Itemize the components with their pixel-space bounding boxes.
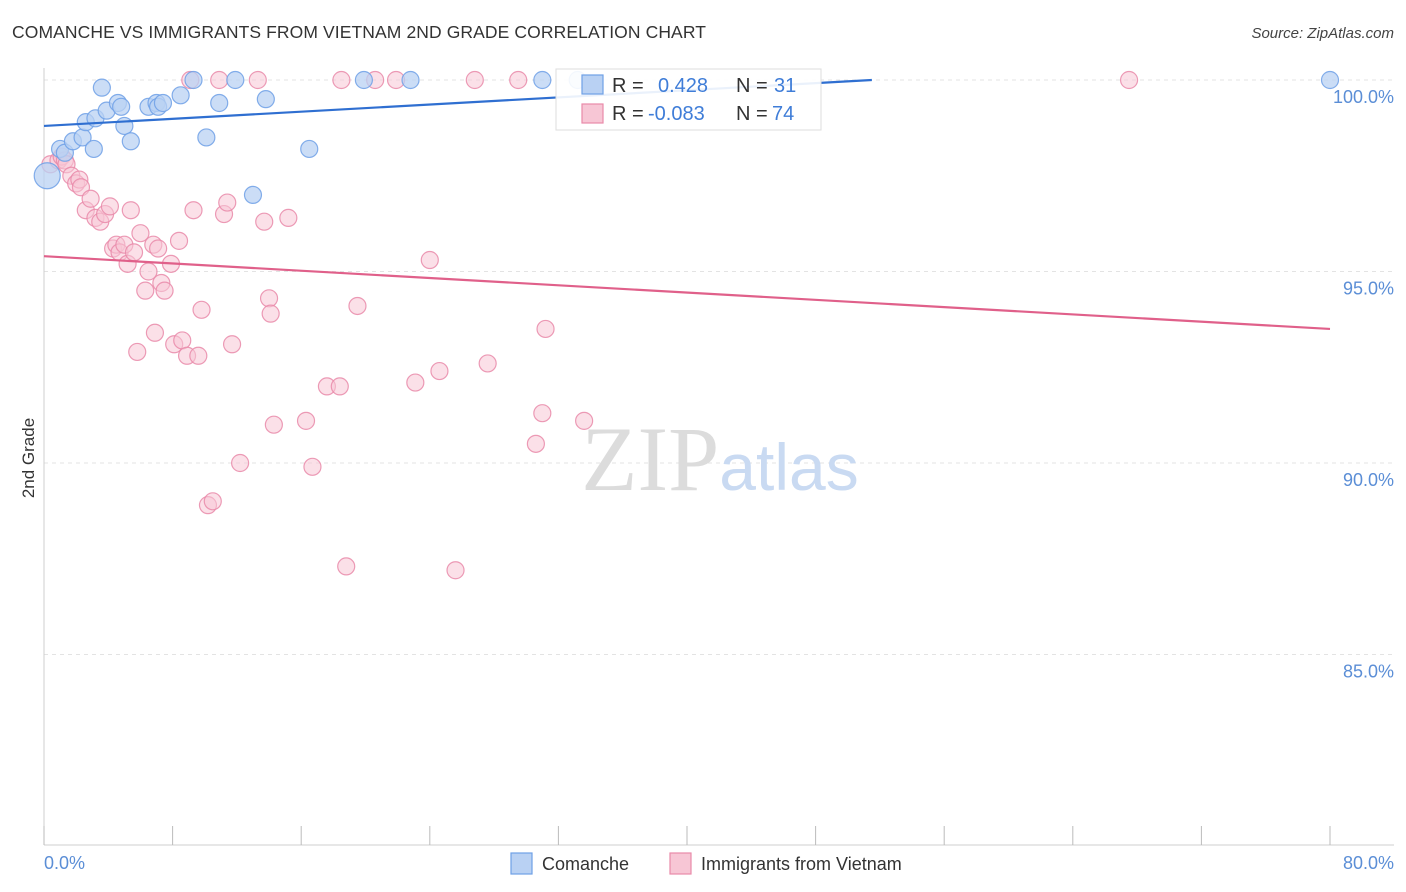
legend-swatch-comanche — [581, 74, 604, 95]
comanche-point — [1320, 70, 1340, 90]
vietnam-point — [124, 243, 144, 262]
vietnam-point — [149, 239, 168, 258]
vietnam-point — [184, 201, 203, 220]
comanche-point — [210, 93, 229, 113]
bottom-legend-vietnam: Immigrants from Vietnam — [701, 854, 902, 874]
vietnam-point — [136, 281, 155, 300]
vietnam-point — [533, 404, 552, 423]
chart-title: COMANCHE VS IMMIGRANTS FROM VIETNAM 2ND … — [12, 22, 707, 42]
comanche-point — [354, 70, 373, 90]
series-comanche-points — [33, 70, 1340, 204]
legend-r-value-vietnam: -0.083 — [648, 103, 705, 125]
legend-n-value-vietnam: 74 — [772, 103, 794, 125]
comanche-point — [33, 162, 61, 190]
bottom-legend: Comanche Immigrants from Vietnam — [510, 852, 902, 875]
vietnam-point — [406, 373, 425, 392]
bottom-legend-swatch-comanche — [510, 852, 533, 875]
comanche-point — [197, 128, 216, 147]
comanche-point — [171, 86, 190, 105]
vietnam-point — [279, 208, 298, 227]
bottom-legend-swatch-vietnam — [669, 852, 692, 875]
vietnam-point — [420, 250, 439, 270]
vietnam-point — [81, 189, 100, 208]
vietnam-point — [337, 557, 356, 576]
vietnam-point — [248, 70, 267, 90]
comanche-point — [243, 185, 263, 204]
comanche-point — [121, 132, 140, 151]
comanche-point — [256, 90, 275, 109]
vietnam-point — [155, 281, 174, 300]
vietnam-point — [446, 561, 465, 580]
vietnam-point — [526, 434, 545, 453]
comanche-point — [401, 70, 420, 90]
vietnam-point — [330, 377, 349, 396]
vietnam-point — [131, 224, 150, 243]
vietnam-point — [575, 411, 594, 430]
vietnam-point — [296, 411, 316, 430]
vietnam-point — [255, 212, 274, 231]
comanche-point — [115, 116, 134, 136]
y-tick-labels: 100.0% 95.0% 90.0% 85.0% — [1333, 87, 1394, 682]
legend-n-value-comanche: 31 — [774, 75, 796, 97]
vietnam-point — [478, 354, 497, 373]
vietnam-point — [222, 335, 242, 354]
vietnam-point — [348, 296, 367, 316]
comanche-point — [533, 70, 552, 90]
legend-swatch-vietnam — [581, 103, 604, 124]
vietnam-point — [1119, 70, 1139, 90]
y-tick-label: 95.0% — [1343, 279, 1394, 299]
legend-n-label-comanche: N = — [736, 75, 768, 97]
comanche-point — [153, 93, 173, 113]
comanche-point — [226, 70, 245, 90]
x-tick-max: 80.0% — [1343, 853, 1394, 873]
axes — [43, 68, 1394, 846]
vietnam-point — [203, 492, 222, 511]
comanche-point — [300, 139, 319, 159]
comanche-point — [84, 139, 103, 159]
vietnam-point — [210, 70, 229, 90]
legend-stats: R = 0.428 N = 31 R = -0.083 N = 74 — [555, 68, 822, 131]
vietnam-point — [145, 323, 165, 342]
vietnam-point — [189, 346, 208, 365]
watermark-atlas: atlas — [719, 430, 858, 504]
vietnam-point — [259, 289, 279, 308]
y-tick-label: 85.0% — [1343, 662, 1394, 682]
vietnam-point — [465, 70, 484, 90]
legend-r-label-comanche: R = — [612, 75, 644, 97]
vietnam-trend-line — [43, 255, 1331, 331]
y-axis-label: 2nd Grade — [19, 418, 38, 498]
legend-r-value-comanche: 0.428 — [658, 75, 708, 97]
bottom-legend-comanche: Comanche — [542, 854, 629, 874]
gridlines — [44, 79, 1394, 655]
watermark: ZIPatlas — [581, 408, 858, 510]
vietnam-point — [218, 193, 237, 212]
vietnam-point — [261, 304, 280, 323]
legend-n-label-vietnam: N = — [736, 103, 768, 125]
vietnam-point — [173, 331, 192, 350]
comanche-point — [112, 97, 131, 116]
vietnam-point — [231, 453, 250, 473]
y-tick-label: 90.0% — [1343, 470, 1394, 490]
comanche-point — [92, 78, 111, 97]
watermark-zip: ZIP — [581, 408, 719, 510]
vietnam-point — [303, 457, 322, 476]
y-tick-label: 100.0% — [1333, 87, 1394, 107]
comanche-point — [184, 70, 203, 90]
vietnam-point — [169, 231, 189, 250]
vietnam-point — [509, 70, 528, 90]
x-tick-min: 0.0% — [44, 853, 85, 873]
vietnam-point — [192, 300, 211, 319]
legend-r-label-vietnam: R = — [612, 103, 644, 125]
source-label: Source: ZipAtlas.com — [1251, 25, 1394, 42]
vietnam-point — [536, 319, 555, 339]
vietnam-point — [128, 342, 147, 362]
vietnam-point — [121, 201, 140, 220]
vietnam-point — [332, 70, 351, 90]
vietnam-point — [100, 197, 120, 216]
vietnam-point — [430, 361, 449, 381]
vietnam-point — [264, 415, 283, 434]
